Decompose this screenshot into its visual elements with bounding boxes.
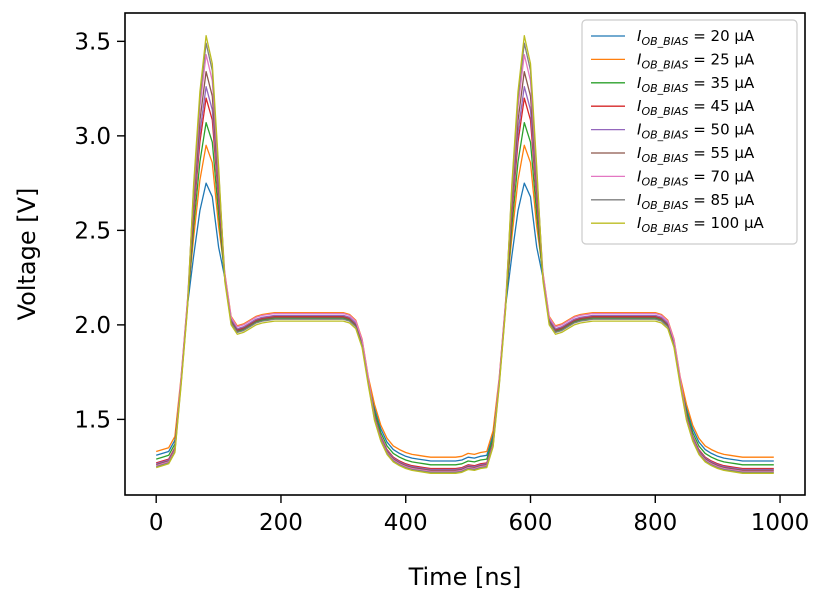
series-line-8 (156, 35, 774, 474)
plot-frame (124, 12, 806, 496)
legend-entry: IOB_BIAS = 35 μA (637, 74, 755, 95)
legend-box (581, 19, 798, 245)
x-axis-label: Time [ns] (408, 563, 522, 591)
x-tick-label: 400 (384, 510, 428, 536)
y-tick-label: 1.5 (74, 407, 111, 433)
x-tick-label: 600 (509, 510, 553, 536)
y-tick-label: 3.0 (74, 124, 111, 150)
legend-entry: IOB_BIAS = 50 μA (637, 121, 755, 142)
x-tick-label: 0 (149, 510, 164, 536)
y-axis-label: Voltage [V] (13, 188, 41, 321)
y-tick-label: 2.0 (74, 313, 111, 339)
y-tick-label: 3.5 (74, 29, 111, 55)
y-axis: 1.5 2.0 2.5 3.0 3.5 (74, 29, 125, 433)
plot-lines (156, 35, 774, 474)
legend-entry: IOB_BIAS = 45 μA (637, 97, 755, 118)
legend-entry: IOB_BIAS = 100 μA (637, 214, 764, 235)
x-tick-label: 200 (259, 510, 303, 536)
x-tick-label: 1000 (751, 510, 810, 536)
legend-entry: IOB_BIAS = 70 μA (637, 167, 755, 188)
legend-entry: IOB_BIAS = 85 μA (637, 191, 755, 212)
series-line-6 (156, 53, 774, 473)
x-tick-label: 800 (633, 510, 677, 536)
legend-entry: IOB_BIAS = 25 μA (637, 50, 755, 71)
x-axis: 0 200 400 600 800 1000 (149, 495, 809, 536)
legend-entry: IOB_BIAS = 20 μA (637, 27, 755, 48)
legend-entry: IOB_BIAS = 55 μA (637, 144, 755, 165)
y-tick-label: 2.5 (74, 218, 111, 244)
